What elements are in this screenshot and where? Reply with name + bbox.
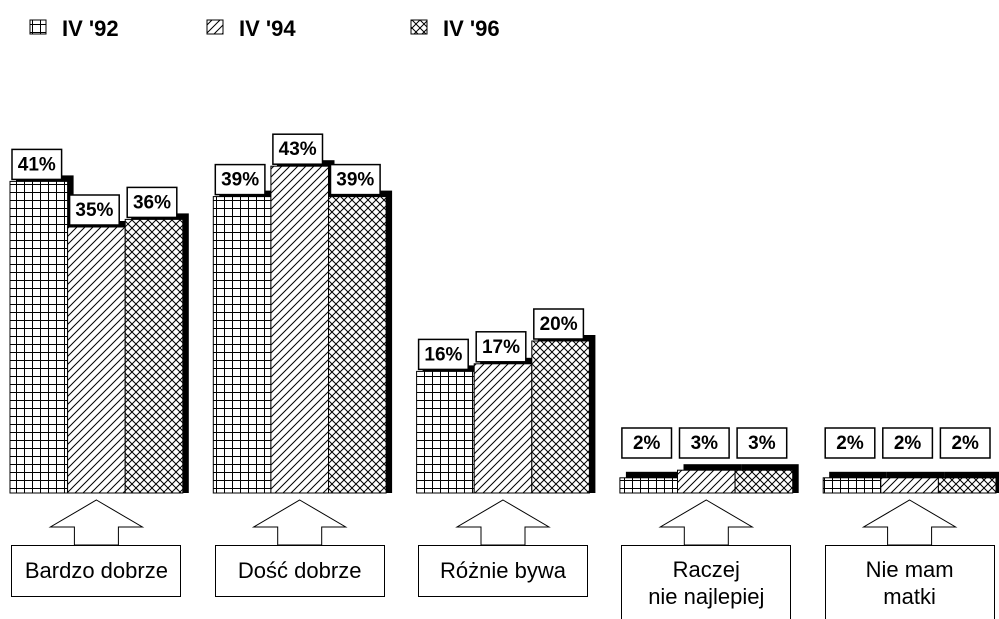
arrow: [254, 500, 346, 545]
legend-label: IV '96: [443, 16, 500, 41]
bar: [735, 470, 793, 493]
value-label: 2%: [894, 433, 922, 454]
bar: [474, 364, 532, 493]
legend-swatch: [30, 20, 46, 34]
page: IV '92 IV '94 IV '96 41% 35% 36% 39% 43% 39% 16% 1…: [0, 0, 999, 619]
arrow: [864, 500, 956, 545]
category-label: Nie mam matki: [825, 545, 995, 619]
chart: IV '92 IV '94 IV '96 41% 35% 36% 39% 43% 39% 16% 1…: [0, 0, 999, 619]
category-label: Raczej nie najlepiej: [621, 545, 791, 619]
bar: [10, 181, 68, 493]
legend-swatch: [207, 20, 223, 34]
value-label: 2%: [633, 433, 661, 454]
value-label: 3%: [691, 433, 719, 454]
bar: [271, 166, 329, 493]
value-label: 35%: [75, 200, 113, 221]
value-label: 39%: [221, 170, 259, 191]
bar: [213, 197, 271, 493]
bar: [823, 478, 881, 493]
value-label: 39%: [336, 170, 374, 191]
category-label: Różnie bywa: [418, 545, 588, 597]
category-label: Bardzo dobrze: [11, 545, 181, 597]
legend-swatch: [411, 20, 427, 34]
bar: [620, 478, 678, 493]
value-label: 43%: [279, 139, 317, 160]
legend-label: IV '92: [62, 16, 119, 41]
value-label: 20%: [540, 314, 578, 335]
bar: [125, 219, 183, 493]
bar: [417, 371, 475, 493]
value-label: 2%: [836, 433, 864, 454]
value-label: 3%: [748, 433, 776, 454]
bar: [881, 478, 939, 493]
arrow: [457, 500, 549, 545]
category-label: Dość dobrze: [215, 545, 385, 597]
bar: [532, 341, 590, 493]
legend-label: IV '94: [239, 16, 296, 41]
value-label: 41%: [18, 154, 56, 175]
arrow: [50, 500, 142, 545]
value-label: 36%: [133, 192, 171, 213]
bar: [68, 227, 126, 493]
bar: [678, 470, 736, 493]
bar: [329, 197, 387, 493]
value-label: 2%: [951, 433, 979, 454]
value-label: 17%: [482, 337, 520, 358]
value-label: 16%: [424, 344, 462, 365]
bar: [938, 478, 996, 493]
arrow: [660, 500, 752, 545]
